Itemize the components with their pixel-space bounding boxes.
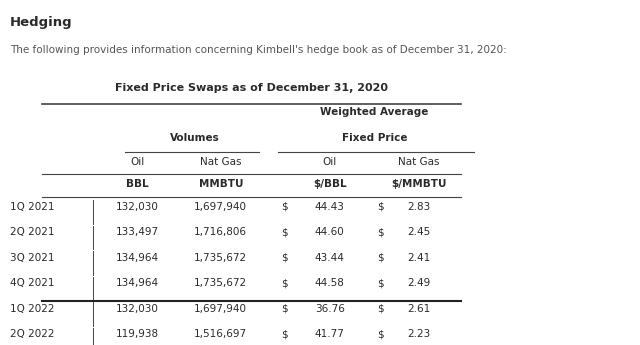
- Text: 1,697,940: 1,697,940: [195, 202, 247, 212]
- Text: 134,964: 134,964: [116, 278, 159, 288]
- Text: 2Q 2021: 2Q 2021: [10, 227, 54, 237]
- Text: $: $: [378, 304, 384, 314]
- Text: 44.58: 44.58: [315, 278, 344, 288]
- Text: 36.76: 36.76: [315, 304, 344, 314]
- Text: Oil: Oil: [323, 157, 337, 167]
- Text: 1,697,940: 1,697,940: [195, 304, 247, 314]
- Text: Fixed Price: Fixed Price: [342, 133, 407, 143]
- Text: 1Q 2022: 1Q 2022: [10, 304, 54, 314]
- Text: 2.61: 2.61: [408, 304, 431, 314]
- Text: $: $: [282, 202, 288, 212]
- Text: 2Q 2022: 2Q 2022: [10, 329, 54, 339]
- Text: 43.44: 43.44: [315, 253, 344, 263]
- Text: $/BBL: $/BBL: [313, 179, 346, 189]
- Text: Weighted Average: Weighted Average: [320, 107, 429, 117]
- Text: $: $: [282, 304, 288, 314]
- Text: $: $: [282, 227, 288, 237]
- Text: BBL: BBL: [126, 179, 149, 189]
- Text: $/MMBTU: $/MMBTU: [392, 179, 447, 189]
- Text: Oil: Oil: [131, 157, 145, 167]
- Text: Fixed Price Swaps as of December 31, 2020: Fixed Price Swaps as of December 31, 202…: [115, 83, 388, 93]
- Text: 1Q 2021: 1Q 2021: [10, 202, 54, 212]
- Text: $: $: [378, 278, 384, 288]
- Text: 2.49: 2.49: [408, 278, 431, 288]
- Text: $: $: [378, 202, 384, 212]
- Text: The following provides information concerning Kimbell's hedge book as of Decembe: The following provides information conce…: [10, 45, 506, 55]
- Text: $: $: [378, 253, 384, 263]
- Text: 44.43: 44.43: [315, 202, 344, 212]
- Text: MMBTU: MMBTU: [198, 179, 243, 189]
- Text: 2.45: 2.45: [408, 227, 431, 237]
- Text: $: $: [378, 227, 384, 237]
- Text: $: $: [282, 329, 288, 339]
- Text: 132,030: 132,030: [116, 202, 159, 212]
- Text: 3Q 2021: 3Q 2021: [10, 253, 54, 263]
- Text: 1,735,672: 1,735,672: [194, 253, 248, 263]
- Text: 2.23: 2.23: [408, 329, 431, 339]
- Text: Nat Gas: Nat Gas: [200, 157, 241, 167]
- Text: 1,516,697: 1,516,697: [194, 329, 248, 339]
- Text: $: $: [282, 278, 288, 288]
- Text: 44.60: 44.60: [315, 227, 344, 237]
- Text: Nat Gas: Nat Gas: [399, 157, 440, 167]
- Text: 133,497: 133,497: [116, 227, 159, 237]
- Text: Volumes: Volumes: [170, 133, 220, 143]
- Text: 4Q 2021: 4Q 2021: [10, 278, 54, 288]
- Text: 1,716,806: 1,716,806: [195, 227, 247, 237]
- Text: 134,964: 134,964: [116, 253, 159, 263]
- Text: 2.83: 2.83: [408, 202, 431, 212]
- Text: $: $: [282, 253, 288, 263]
- Text: Hedging: Hedging: [10, 16, 72, 29]
- Text: 2.41: 2.41: [408, 253, 431, 263]
- Text: 1,735,672: 1,735,672: [194, 278, 248, 288]
- Text: 119,938: 119,938: [116, 329, 159, 339]
- Text: 132,030: 132,030: [116, 304, 159, 314]
- Text: 41.77: 41.77: [315, 329, 344, 339]
- Text: $: $: [378, 329, 384, 339]
